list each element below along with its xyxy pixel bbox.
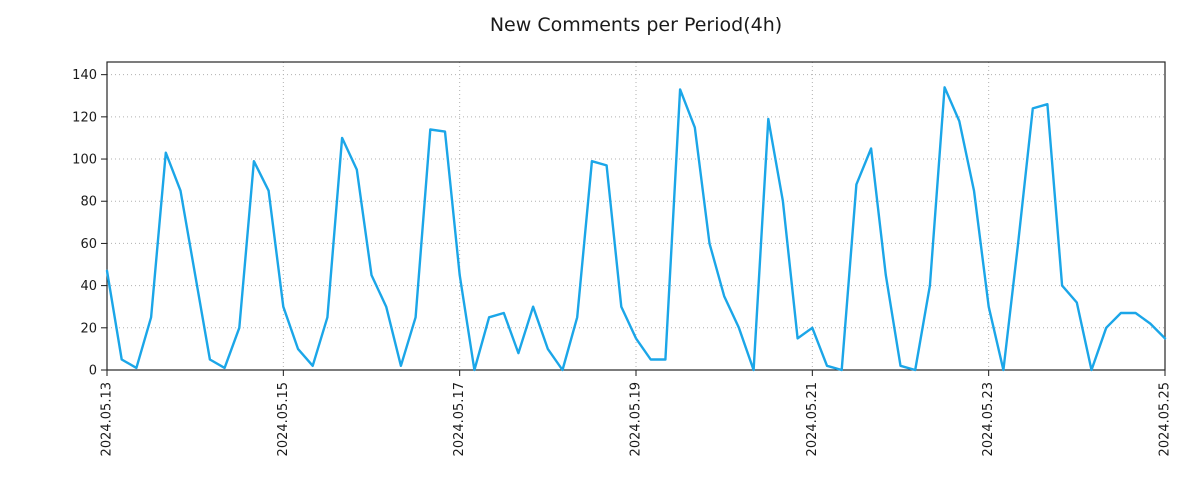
y-tick-label: 80 (80, 195, 97, 210)
plot-frame (106, 61, 1166, 371)
x-tick-label: 2024.05.23 (981, 382, 996, 456)
x-tick-label: 2024.05.25 (1158, 382, 1173, 456)
data-series-line (105, 86, 1167, 372)
y-tick-label: 0 (89, 364, 97, 379)
x-tick-label: 2024.05.21 (805, 382, 820, 456)
x-tick-label: 2024.05.17 (452, 382, 467, 456)
x-tick-label: 2024.05.19 (629, 382, 644, 456)
y-tick-label: 120 (72, 110, 97, 125)
y-tick-label: 140 (72, 68, 97, 83)
y-tick-label: 100 (72, 153, 97, 168)
chart-title: New Comments per Period(4h) (489, 14, 783, 36)
x-tick-label: 2024.05.15 (276, 382, 291, 456)
y-tick-label: 60 (80, 237, 97, 252)
x-tick-label: 2024.05.13 (100, 382, 115, 456)
y-tick-label: 40 (80, 279, 97, 294)
y-tick-label: 20 (80, 321, 97, 336)
